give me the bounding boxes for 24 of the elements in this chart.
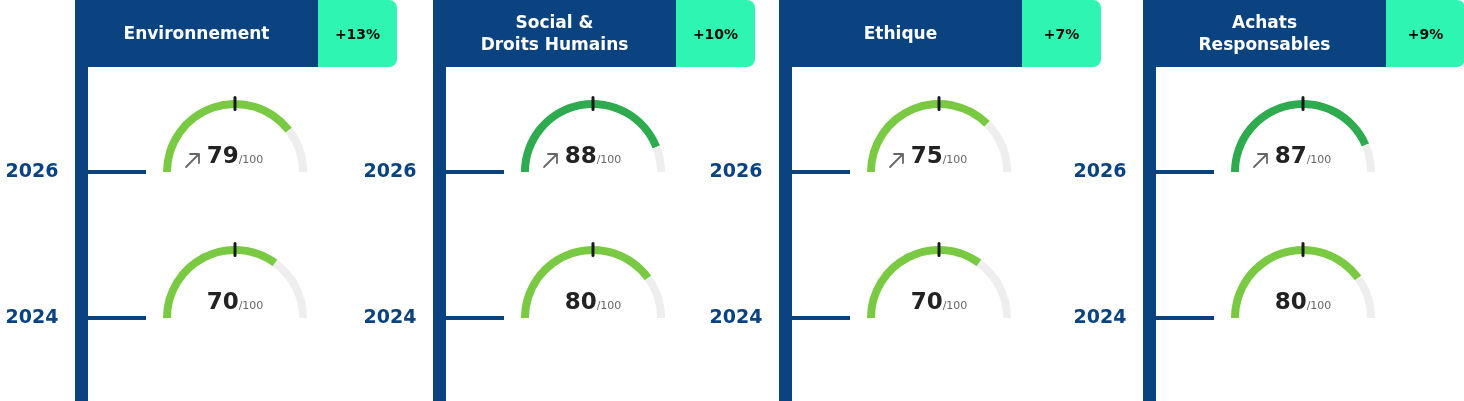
- data-label: 70/100: [205, 288, 265, 314]
- text: 2024: [1072, 305, 1128, 327]
- chart-title: Achats Responsables: [1143, 0, 1386, 67]
- data-label: 75/100: [909, 142, 969, 168]
- text: +13%: [318, 0, 397, 67]
- text: 2024: [362, 305, 418, 327]
- data-label: 80/100: [1273, 288, 1333, 314]
- text: 2026: [708, 159, 764, 181]
- text: 2026: [1072, 159, 1128, 181]
- text: +7%: [1022, 0, 1101, 67]
- text: +9%: [1386, 0, 1464, 67]
- text: 2024: [708, 305, 764, 327]
- data-label: 88/100: [563, 142, 623, 168]
- text: 2026: [362, 159, 418, 181]
- data-label: 80/100: [563, 288, 623, 314]
- chart-title: Environnement: [75, 0, 318, 67]
- text: 2026: [4, 159, 60, 181]
- data-label: 70/100: [909, 288, 969, 314]
- text: 2024: [4, 305, 60, 327]
- text: +10%: [676, 0, 755, 67]
- data-label: 87/100: [1273, 142, 1333, 168]
- chart-title: Ethique: [779, 0, 1022, 67]
- chart-title: Social & Droits Humains: [433, 0, 676, 67]
- data-label: 79/100: [205, 142, 265, 168]
